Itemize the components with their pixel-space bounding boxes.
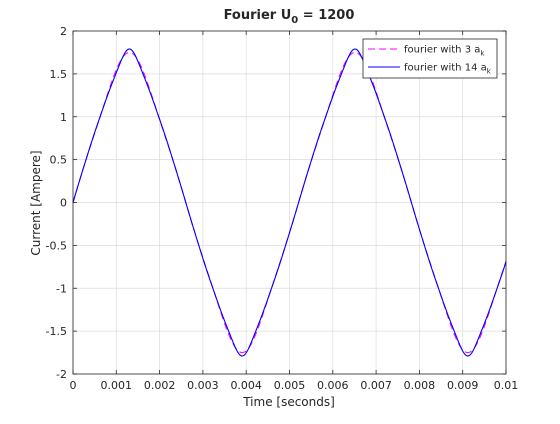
x-axis-label: Time [seconds] <box>242 395 335 409</box>
x-tick-label: 0.002 <box>144 379 176 392</box>
legend-label-series-2: fourier with 14 ak <box>404 63 492 76</box>
x-tick-label: 0 <box>70 379 77 392</box>
y-tick-label: -1 <box>56 282 67 295</box>
y-tick-label: 0 <box>60 197 67 210</box>
legend-box <box>362 38 498 79</box>
y-tick-label: -1.5 <box>46 325 67 338</box>
y-tick-label: 2 <box>60 25 67 38</box>
y-tick-label: 1 <box>60 111 67 124</box>
chart-title: Fourier U0 = 1200 <box>224 8 355 26</box>
y-tick-label: 0.5 <box>50 154 68 167</box>
x-tick-label: 0.003 <box>187 379 219 392</box>
y-tick-label: 1.5 <box>50 68 68 81</box>
y-tick-label: -0.5 <box>46 239 67 252</box>
ticks: 0 0.001 0.002 0.003 0.004 0.005 0.006 0.007 0.00… <box>46 25 519 392</box>
legend: fourier with 3 ak fourier with 14 ak <box>362 38 498 79</box>
x-tick-label: 0.005 <box>274 379 306 392</box>
y-axis-label: Current [Ampere] <box>29 150 43 255</box>
legend-label-series-1: fourier with 3 ak <box>404 45 485 58</box>
chart-title-subscript: 0 <box>291 15 298 26</box>
y-tick-label: -2 <box>56 368 67 381</box>
x-tick-label: 0.008 <box>404 379 436 392</box>
x-tick-label: 0.004 <box>230 379 262 392</box>
x-tick-label: 0.007 <box>360 379 392 392</box>
x-tick-label: 0.006 <box>317 379 349 392</box>
x-tick-label: 0.001 <box>101 379 133 392</box>
curves <box>72 48 507 357</box>
series-line-2 <box>72 48 507 357</box>
x-tick-label: 0.01 <box>494 379 519 392</box>
x-tick-label: 0.009 <box>447 379 479 392</box>
